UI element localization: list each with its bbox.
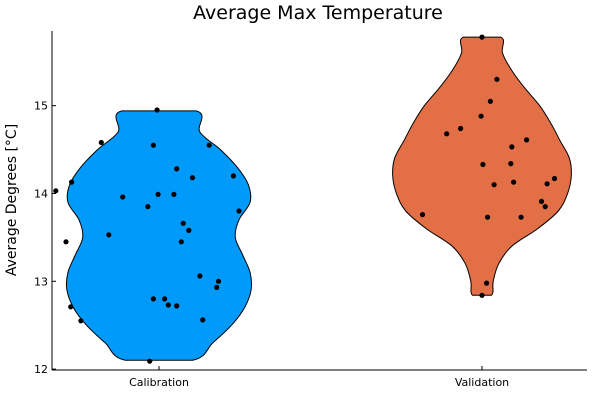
data-point-calibration-10 [171, 191, 177, 197]
data-point-calibration-1 [98, 139, 104, 146]
data-point-calibration-28 [78, 318, 84, 324]
data-point-validation-6 [524, 137, 530, 143]
data-point-calibration-27 [200, 317, 206, 323]
y-tick-label-12: 12 [34, 363, 48, 376]
data-point-calibration-7 [69, 179, 75, 185]
data-point-calibration-5 [189, 175, 196, 181]
data-point-validation-17 [485, 214, 491, 220]
data-point-calibration-14 [180, 220, 186, 226]
data-point-calibration-17 [178, 239, 184, 245]
data-point-validation-11 [510, 179, 517, 185]
data-point-calibration-22 [150, 296, 156, 302]
data-point-calibration-13 [236, 208, 242, 214]
data-point-calibration-25 [174, 303, 180, 309]
data-point-calibration-29 [147, 358, 153, 364]
data-point-validation-2 [487, 98, 493, 104]
data-point-validation-10 [551, 175, 558, 182]
data-point-calibration-12 [145, 204, 151, 210]
data-point-calibration-0 [154, 107, 160, 113]
data-point-calibration-6 [230, 173, 236, 179]
data-point-validation-3 [478, 113, 484, 119]
x-tick-label-calibration: Calibration [129, 376, 189, 389]
data-point-calibration-15 [186, 227, 192, 233]
data-point-calibration-19 [197, 273, 203, 279]
data-point-calibration-9 [155, 191, 161, 197]
axes: 12 13 14 15 Calibration Validation [34, 31, 587, 389]
data-point-calibration-11 [120, 194, 126, 200]
data-point-validation-1 [494, 76, 500, 82]
y-tick-label-13: 13 [34, 275, 48, 288]
x-tick-label-validation: Validation [455, 376, 509, 389]
violin-calibration [65, 110, 253, 361]
y-tick-label-14: 14 [34, 187, 48, 200]
data-point-validation-7 [509, 144, 515, 150]
data-point-validation-16 [419, 212, 426, 218]
data-point-calibration-3 [206, 142, 212, 148]
y-axis-label: Average Degrees [°C] [4, 124, 20, 276]
data-point-validation-13 [491, 182, 497, 188]
y-tick-label-15: 15 [34, 100, 48, 113]
data-point-calibration-2 [150, 142, 156, 148]
data-point-calibration-18 [63, 239, 69, 245]
data-point-validation-0 [479, 34, 485, 40]
data-point-calibration-21 [214, 284, 220, 290]
plot-area [53, 34, 572, 364]
data-point-calibration-20 [215, 278, 222, 284]
data-point-calibration-26 [68, 304, 74, 310]
data-point-validation-20 [479, 292, 485, 298]
data-point-validation-15 [542, 204, 548, 210]
data-point-validation-18 [518, 214, 524, 220]
data-point-validation-5 [444, 131, 450, 137]
data-point-calibration-16 [106, 232, 112, 238]
data-point-calibration-4 [174, 166, 180, 172]
data-point-validation-12 [544, 181, 550, 187]
data-point-validation-8 [508, 161, 514, 167]
data-point-calibration-24 [165, 302, 171, 308]
data-point-validation-14 [538, 198, 545, 204]
data-point-calibration-23 [162, 296, 168, 302]
data-point-validation-19 [484, 280, 490, 286]
chart-title: Average Max Temperature [193, 2, 443, 24]
data-point-validation-9 [480, 161, 486, 168]
data-point-validation-4 [458, 125, 464, 132]
data-point-calibration-8 [53, 188, 59, 194]
